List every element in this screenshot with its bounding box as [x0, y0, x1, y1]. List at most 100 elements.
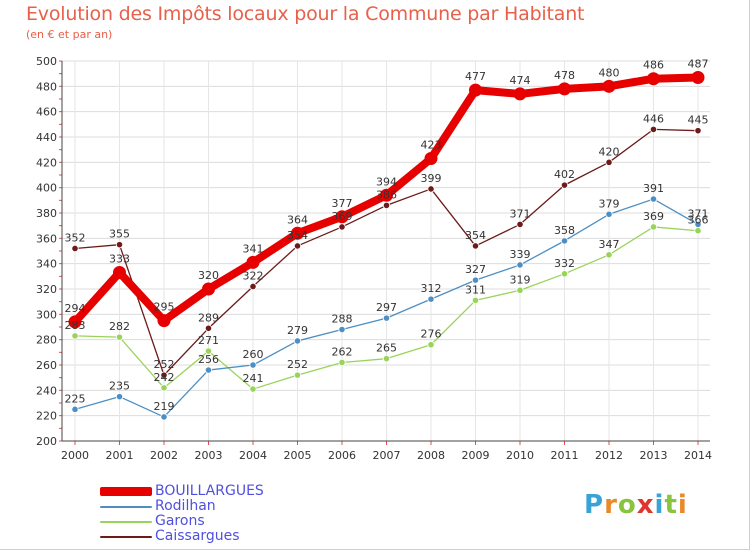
data-label-bouillargues: 487	[688, 57, 709, 70]
data-point-garons	[471, 296, 480, 304]
legend-label: BOUILLARGUES	[155, 483, 264, 499]
data-point-caissargues	[649, 125, 658, 133]
data-label-garons: 252	[287, 358, 308, 371]
legend-label: Caissargues	[155, 528, 240, 544]
data-label-rodilhan: 225	[65, 392, 86, 405]
logo-letter: P	[584, 490, 605, 520]
y-tick-label: 400	[36, 182, 57, 195]
logo-letter: t	[664, 490, 678, 520]
data-point-garons	[249, 385, 257, 393]
x-tick-label: 2001	[106, 449, 134, 462]
legend-item-caissargues: Caissargues	[100, 529, 264, 544]
x-tick-label: 2011	[551, 449, 579, 462]
data-point-garons	[516, 286, 524, 294]
x-tick-label: 2007	[373, 449, 401, 462]
data-label-garons: 282	[109, 320, 130, 333]
data-point-bouillargues	[602, 79, 616, 93]
x-tick-label: 2004	[239, 449, 267, 462]
data-label-caissargues: 402	[554, 168, 575, 181]
logo-letter: x	[636, 490, 655, 520]
x-tick-label: 2008	[417, 449, 445, 462]
data-point-caissargues	[560, 181, 569, 189]
data-label-rodilhan: 371	[688, 207, 709, 220]
data-point-garons	[427, 341, 435, 349]
data-point-garons	[605, 251, 613, 259]
data-point-garons	[160, 384, 168, 392]
data-point-bouillargues	[424, 152, 438, 166]
legend: BOUILLARGUES Rodilhan Garons Caissargues	[100, 484, 264, 544]
data-point-garons	[338, 358, 346, 367]
data-label-garons: 319	[510, 273, 531, 286]
data-label-caissargues: 386	[376, 188, 397, 201]
logo-letter: i	[677, 490, 688, 520]
data-point-garons	[560, 270, 569, 278]
data-point-rodilhan	[560, 237, 569, 245]
legend-swatch	[100, 520, 152, 523]
data-label-rodilhan: 358	[554, 224, 575, 237]
data-point-caissargues	[293, 242, 302, 250]
data-point-caissargues	[204, 324, 213, 332]
legend-label: Rodilhan	[155, 498, 216, 514]
data-label-bouillargues: 333	[109, 253, 130, 266]
data-label-caissargues: 446	[643, 112, 664, 125]
y-tick-label: 460	[36, 106, 57, 119]
data-point-rodilhan	[605, 210, 613, 218]
data-label-bouillargues: 295	[154, 301, 175, 314]
data-label-rodilhan: 256	[198, 353, 219, 366]
data-label-rodilhan: 260	[243, 348, 264, 361]
data-point-bouillargues	[246, 255, 260, 269]
data-point-rodilhan	[382, 314, 391, 322]
legend-label: Garons	[155, 513, 205, 529]
data-point-rodilhan	[427, 295, 435, 303]
y-tick-label: 480	[36, 80, 57, 93]
y-tick-label: 280	[36, 334, 57, 347]
data-label-bouillargues: 477	[465, 70, 486, 83]
data-label-caissargues: 322	[243, 269, 264, 282]
data-label-caissargues: 354	[465, 229, 486, 242]
logo-letter: o	[617, 490, 637, 520]
data-label-garons: 262	[332, 345, 353, 358]
x-tick-label: 2002	[150, 449, 178, 462]
x-tick-label: 2006	[328, 449, 356, 462]
data-label-caissargues: 369	[332, 210, 353, 223]
data-point-rodilhan	[115, 393, 124, 401]
data-point-bouillargues	[558, 82, 571, 96]
data-label-garons: 283	[65, 319, 86, 332]
data-label-rodilhan: 327	[465, 263, 486, 276]
axis-layer: 200 220 240 260 280 300 320 340 360 380 400 420 440 4…	[36, 55, 712, 462]
data-point-bouillargues	[647, 72, 660, 86]
y-tick-label: 320	[36, 283, 57, 296]
data-label-caissargues: 399	[421, 172, 442, 185]
x-tick-label: 2000	[61, 449, 89, 462]
data-label-rodilhan: 219	[154, 400, 175, 413]
y-tick-label: 380	[36, 207, 57, 220]
data-label-rodilhan: 279	[287, 324, 308, 337]
data-label-bouillargues: 474	[510, 74, 531, 87]
x-tick-label: 2003	[195, 449, 223, 462]
data-label-garons: 241	[243, 372, 264, 385]
data-point-caissargues	[338, 223, 346, 231]
data-label-garons: 347	[599, 238, 620, 251]
data-label-rodilhan: 297	[376, 301, 397, 314]
data-point-rodilhan	[71, 405, 79, 413]
data-point-bouillargues	[68, 315, 82, 329]
data-label-rodilhan: 379	[599, 197, 620, 210]
data-point-caissargues	[471, 242, 480, 250]
data-label-bouillargues: 364	[287, 213, 308, 226]
data-point-garons	[293, 371, 302, 379]
data-point-garons	[204, 347, 213, 355]
legend-item-garons: Garons	[100, 514, 264, 529]
data-point-bouillargues	[202, 282, 215, 296]
data-point-bouillargues	[469, 83, 482, 97]
legend-swatch	[100, 505, 152, 508]
y-tick-label: 200	[36, 435, 57, 448]
proxiti-logo: Proxiti	[584, 490, 688, 520]
data-point-bouillargues	[513, 87, 527, 101]
data-label-rodilhan: 339	[510, 248, 531, 261]
x-tick-label: 2005	[284, 449, 312, 462]
data-point-bouillargues	[157, 314, 171, 328]
data-point-rodilhan	[516, 261, 524, 269]
data-point-bouillargues	[380, 188, 393, 202]
chart-title: Evolution des Impôts locaux pour la Comm…	[26, 3, 585, 25]
data-point-bouillargues	[113, 266, 126, 280]
